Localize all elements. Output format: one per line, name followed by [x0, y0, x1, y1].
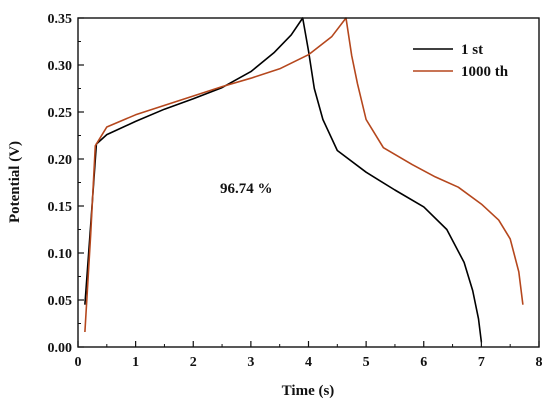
x-axis-ticks: 0 1 2 3 4 5 6 7 8 — [75, 341, 543, 370]
x-tick-label: 3 — [247, 355, 254, 370]
x-tick-label: 1 — [132, 355, 139, 370]
legend-label-1000th: 1000 th — [461, 64, 509, 80]
y-tick-label: 0.15 — [48, 200, 73, 215]
y-tick-label: 0.05 — [48, 294, 73, 309]
x-tick-label: 5 — [363, 355, 370, 370]
y-axis-title: Potential (V) — [7, 141, 23, 223]
x-axis-title: Time (s) — [282, 383, 335, 399]
x-tick-label: 0 — [75, 355, 82, 370]
legend-label-1st: 1 st — [461, 42, 483, 58]
series-line-1st — [84, 17, 483, 343]
plot-lines — [84, 17, 524, 343]
y-tick-label: 0.35 — [48, 12, 73, 27]
y-tick-label: 0.20 — [48, 153, 73, 168]
y-tick-label: 0.10 — [48, 247, 73, 262]
y-tick-label: 0.00 — [48, 341, 73, 356]
legend: 1 st 1000 th — [413, 42, 509, 80]
series-line-1000th — [84, 17, 524, 333]
x-tick-label: 4 — [305, 355, 312, 370]
x-tick-label: 2 — [190, 355, 197, 370]
y-tick-label: 0.30 — [48, 59, 73, 74]
x-tick-label: 8 — [536, 355, 543, 370]
y-axis-ticks: 0.00 0.05 0.10 0.15 0.20 0.25 0.30 0.35 — [48, 12, 84, 356]
y-tick-label: 0.25 — [48, 106, 73, 121]
x-tick-label: 6 — [420, 355, 427, 370]
efficiency-annotation: 96.74 % — [220, 181, 273, 197]
x-tick-label: 7 — [478, 355, 485, 370]
